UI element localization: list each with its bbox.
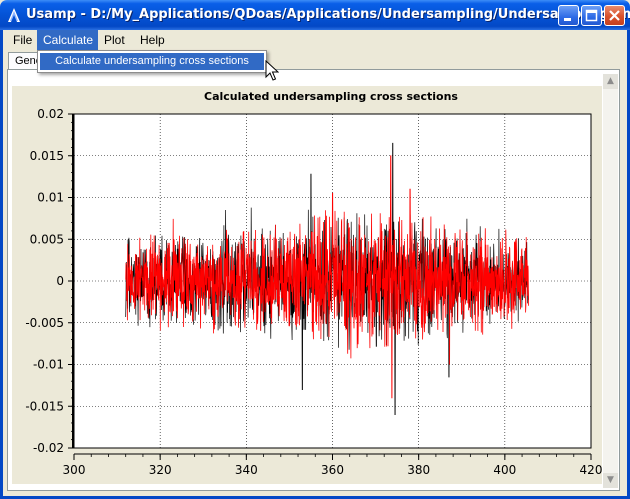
app-icon [8, 8, 20, 22]
series-red-line [125, 155, 529, 399]
y-tick-label: -0.005 [25, 316, 64, 330]
y-tick-label: -0.02 [33, 441, 64, 455]
menu-calculate[interactable]: Calculate [37, 30, 98, 50]
window-frame-right [627, 30, 630, 499]
x-tick-label: 420 [580, 463, 602, 477]
tab-general[interactable]: General [8, 52, 44, 69]
chart-title: Calculated undersampling cross sections [204, 90, 458, 103]
axes: 0.02 0.015 0.01 0.005 0 -0.005 -0.01 -0.015 -0.0… [25, 107, 602, 477]
y-tick-label: 0.015 [30, 149, 64, 163]
menu-plot[interactable]: Plot [104, 33, 125, 47]
minimize-icon [564, 18, 571, 21]
y-tick-label: 0.01 [37, 191, 64, 205]
x-tick-label: 300 [63, 463, 86, 477]
close-button[interactable] [604, 5, 625, 26]
calculate-dropdown-menu: Calculate undersampling cross sections [37, 50, 267, 73]
scroll-down-arrow-icon[interactable]: ▼ [603, 473, 618, 488]
mouse-cursor-icon [265, 60, 279, 81]
maximize-icon [585, 9, 598, 22]
y-tick-label: 0 [56, 274, 64, 288]
menu-bar: File Calculate Plot Help [3, 30, 627, 50]
chart-area: 0.02 0.015 0.01 0.005 0 -0.005 -0.01 -0.015 -0.0… [12, 86, 602, 484]
x-tick-label: 340 [235, 463, 258, 477]
close-icon [609, 10, 620, 21]
x-tick-label: 380 [407, 463, 430, 477]
x-tick-label: 360 [321, 463, 344, 477]
chart-svg: 0.02 0.015 0.01 0.005 0 -0.005 -0.01 -0.015 -0.0… [25, 90, 602, 477]
window-frame-bottom [0, 496, 630, 499]
scroll-up-arrow-icon[interactable]: ▲ [603, 74, 618, 89]
y-tick-label: -0.015 [25, 399, 64, 413]
x-tick-label: 320 [149, 463, 172, 477]
maximize-button[interactable] [581, 5, 602, 26]
menu-help[interactable]: Help [140, 33, 165, 47]
y-tick-label: -0.01 [33, 358, 64, 372]
menu-file[interactable]: File [13, 33, 33, 47]
series-group [125, 142, 529, 415]
y-tick-label: 0.005 [30, 232, 64, 246]
title-bar[interactable]: Usamp - D:/My_Applications/QDoas/Applica… [0, 0, 630, 30]
y-tick-label: 0.02 [37, 107, 64, 121]
minimize-button[interactable] [558, 5, 579, 26]
window-frame-left [0, 30, 3, 499]
vertical-scrollbar[interactable] [603, 74, 618, 488]
x-tick-label: 400 [493, 463, 516, 477]
window-title: Usamp - D:/My_Applications/QDoas/Applica… [26, 7, 630, 22]
menu-item-calculate-undersampling[interactable]: Calculate undersampling cross sections [40, 53, 264, 70]
